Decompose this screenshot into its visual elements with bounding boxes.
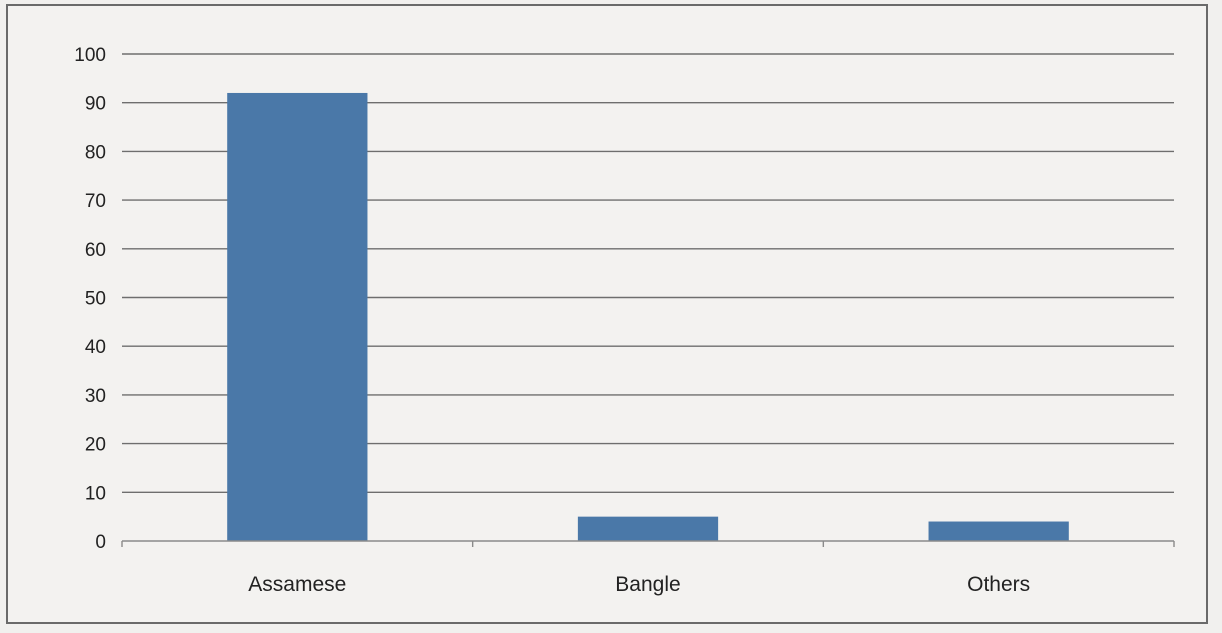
y-tick-label: 50 [85,289,106,310]
bars [227,92,1069,542]
y-tick-label: 90 [85,94,106,115]
chart-frame: 0 10 20 30 40 50 60 70 80 90 100 Assamese Bangle Oth… [6,4,1208,624]
y-tick-label: 10 [85,483,106,504]
bar-others [928,521,1069,541]
y-tick-label: 40 [85,337,106,358]
x-axis-tick-labels: Assamese Bangle Others [248,573,1030,596]
y-tick-label: 30 [85,386,106,407]
y-axis-tick-labels: 0 10 20 30 40 50 60 70 80 90 100 [74,45,106,553]
bar-assamese [227,92,368,542]
y-tick-label: 60 [85,240,106,261]
y-tick-label: 0 [95,532,106,553]
bar-bangle [577,516,719,541]
x-tick-label-assamese: Assamese [248,573,346,596]
y-tick-label: 100 [74,45,106,66]
y-tick-label: 20 [85,435,106,456]
y-tick-label: 70 [85,191,106,212]
x-tick-label-bangle: Bangle [615,573,680,596]
x-tick-label-others: Others [967,573,1030,596]
bar-chart: 0 10 20 30 40 50 60 70 80 90 100 Assamese Bangle Oth… [74,45,1175,596]
axes [121,540,1175,547]
y-tick-label: 80 [85,142,106,163]
